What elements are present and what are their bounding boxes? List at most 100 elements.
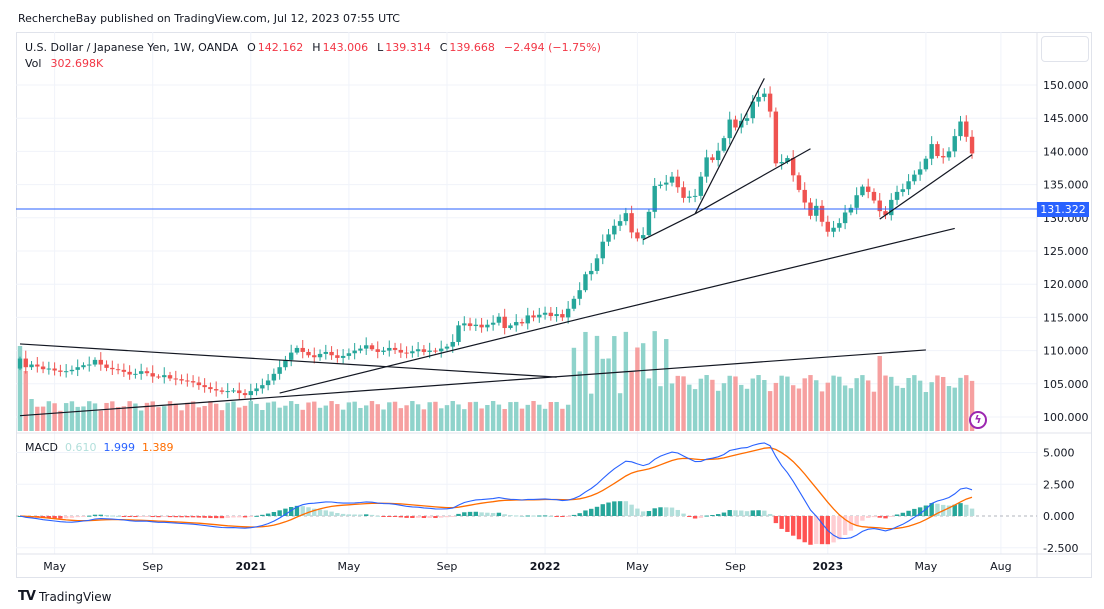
candle-body [635,232,640,239]
lightning-icon[interactable]: ϟ [969,411,987,429]
macd-histogram-bar [381,516,386,517]
macd-histogram-bar [969,508,975,516]
candle-body [479,324,484,328]
trendline [279,316,586,394]
macd-histogram-bar [87,515,92,517]
time-tick-label: 2022 [530,560,561,573]
volume-bar [664,339,669,431]
macd-histogram-bar [63,516,69,519]
macd-histogram-bar [865,516,871,518]
macd-histogram-bar [664,507,669,516]
volume-bar [231,401,236,431]
macd-histogram-bar [537,515,542,517]
macd-histogram-bar [306,507,311,516]
candle-body [583,274,588,291]
macd-histogram-bar [571,514,577,516]
volume-bar [87,401,92,431]
candle-body [196,382,202,386]
volume-bar [825,382,830,431]
time-axis: May Sep 2021 May Sep 2022 May Sep 2023 May Aug [43,560,1011,573]
candle-body [692,195,698,197]
macd-histogram-bar [779,516,784,529]
volume-bar [727,375,732,431]
signal-value: 1.389 [141,441,174,454]
price-tick-label: 140.000 [1043,145,1089,158]
macd-histogram-bar [837,516,842,540]
candle-body [935,144,940,157]
volume-bar [964,375,969,431]
volume-bar [162,406,167,431]
volume-bar [952,387,957,431]
candle-body [969,136,975,154]
macd-label[interactable]: MACD [25,441,58,454]
macd-histogram-bar [156,516,161,518]
candle-body [958,121,963,137]
candle-body [941,156,946,158]
macd-histogram-bar [889,516,894,517]
macd-tick-label: 0.000 [1043,510,1075,523]
macd-histogram-bar [104,515,109,517]
price-tick-label: 100.000 [1043,411,1089,424]
candle-body [260,385,265,389]
volume-bar [69,401,75,431]
macd-histogram-bar [81,516,86,517]
tradingview-logo[interactable]: TV TradingView [18,589,111,604]
macd-histogram-bar [415,516,421,518]
volume-bar [52,403,57,431]
time-tick-label: Sep [725,560,746,573]
candle-body [40,366,46,370]
macd-histogram-bar [479,512,484,516]
macd-histogram-bar [646,511,652,516]
macd-histogram-bar [612,501,617,516]
candle-body [375,349,380,352]
volume-bar [75,406,80,431]
symbol-name[interactable]: U.S. Dollar / Japanese Yen, 1W, OANDA [25,41,239,54]
macd-histogram-bar [398,516,404,518]
scale-mode-button[interactable] [1041,36,1089,62]
candle-body [115,369,121,371]
volume-bar [23,371,28,431]
time-tick-label: May [338,560,361,573]
volume-bar [819,391,825,431]
price-axis: 150.000145.000140.000135.000130.000125.0… [1043,79,1089,424]
volume-bar [265,402,271,431]
macd-histogram-bar [456,513,461,516]
volume-bar [762,380,767,431]
candle-body [606,234,611,242]
macd-histogram-bar [444,516,450,518]
price-tick-label: 110.000 [1043,345,1089,358]
candle-body [300,347,305,352]
macd-histogram-bar [283,508,288,516]
price-tick-label: 145.000 [1043,112,1089,125]
candle-body [964,121,969,137]
publish-line: RechercheBay published on TradingView.co… [18,12,400,25]
macd-histogram-bar [335,513,340,516]
macd-lines [19,442,973,540]
macd-histogram-bar [733,510,738,516]
volume-bar [808,375,813,431]
horizontal-line-price-tag: 131.322 [1037,202,1089,217]
volume-bar [577,371,582,431]
volume-bar [635,347,640,431]
time-tick-label: May [43,560,66,573]
volume-bar [335,404,340,431]
volume-bar [202,405,207,431]
macd-histogram-bar [404,516,409,518]
candle-body [877,200,882,212]
volume-bar [560,408,565,431]
macd-histogram-bar [375,515,380,517]
volume-bar [698,378,704,431]
macd-histogram-bar [473,511,479,516]
macd-histogram-bar [560,516,565,517]
volume-label[interactable]: Vol [25,57,42,70]
volume-bar [462,409,467,431]
macd-histogram-bar [127,516,132,517]
macd-histogram-bar [358,514,363,516]
volume-bar [167,401,173,431]
candle-body [664,182,669,185]
candle-body [560,314,565,318]
volume-bar [715,390,721,431]
macd-histogram-bar [623,501,629,516]
macd-histogram-bar [490,512,496,516]
